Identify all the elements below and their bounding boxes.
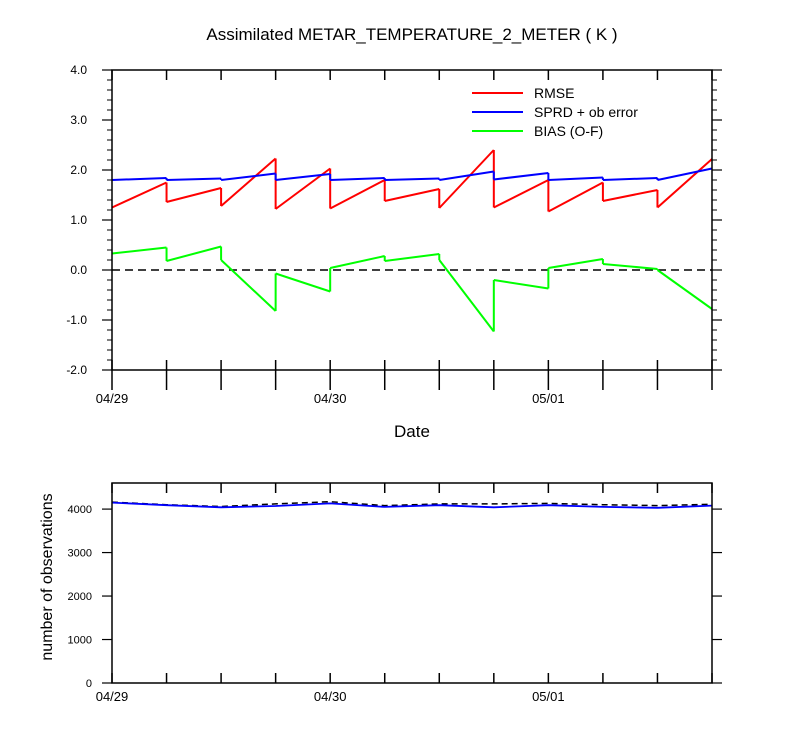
series-bias-o-f--segment-5 xyxy=(384,253,440,262)
y-tick-label: 0.0 xyxy=(70,263,87,277)
series-rmse-segment-8 xyxy=(547,181,604,213)
series-bias-o-f--segment-6 xyxy=(438,259,495,333)
series-rmse-segment-10 xyxy=(656,158,713,209)
y-tick-label: -1.0 xyxy=(66,313,87,327)
series-bias-o-f--segment-2 xyxy=(220,259,277,312)
series-rmse-segment-9 xyxy=(602,189,658,202)
obs-y-tick-label: 3000 xyxy=(68,548,92,560)
y-tick-label: 3.0 xyxy=(70,113,87,127)
series-bias-o-f--segment-4 xyxy=(329,255,385,269)
y-tick-label: 1.0 xyxy=(70,213,87,227)
x-tick-label: 04/30 xyxy=(314,391,347,406)
x-axis-label: Date xyxy=(394,422,430,441)
main-chart: Assimilated METAR_TEMPERATURE_2_METER ( … xyxy=(66,25,722,441)
series-rmse-segment-5 xyxy=(384,188,440,202)
y-axis-label: number of observations xyxy=(39,493,56,660)
series-sprd-ob-error-segment-1 xyxy=(166,177,222,181)
series-assimilated-observations xyxy=(111,501,713,509)
obs-x-tick-label: 04/29 xyxy=(96,689,129,704)
legend-label: RMSE xyxy=(534,85,574,101)
obs-y-tick-label: 0 xyxy=(86,678,92,690)
legend: RMSE SPRD + ob error BIAS (O-F) xyxy=(472,85,638,139)
chart-title: Assimilated METAR_TEMPERATURE_2_METER ( … xyxy=(206,25,617,44)
obs-x-tick-label: 05/01 xyxy=(532,689,565,704)
series-sprd-ob-error-segment-0 xyxy=(111,177,167,181)
series-rmse-segment-7 xyxy=(493,179,549,209)
series-rmse-segment-4 xyxy=(329,179,386,210)
series-rmse-segment-0 xyxy=(111,181,167,209)
legend-label: BIAS (O-F) xyxy=(534,123,603,139)
series-sprd-ob-error-segment-4 xyxy=(330,177,385,181)
series-bias-o-f--segment-3 xyxy=(275,272,331,293)
series-sprd-ob-error-segment-3 xyxy=(275,173,331,181)
series-sprd-ob-error-segment-5 xyxy=(384,177,440,181)
series-bias-o-f--segment-7 xyxy=(493,279,549,290)
y-tick-label: 2.0 xyxy=(70,163,87,177)
obs-x-tick-label: 04/30 xyxy=(314,689,347,704)
x-tick-label: 05/01 xyxy=(532,391,565,406)
observation-plot-frame xyxy=(111,482,713,684)
legend-label: SPRD + ob error xyxy=(534,104,638,120)
series-bias-o-f--segment-0 xyxy=(111,246,167,255)
series-rmse-segment-6 xyxy=(438,149,495,209)
series-bias-o-f--segment-1 xyxy=(166,245,222,262)
obs-y-tick-label: 4000 xyxy=(68,504,92,516)
series-bias-o-f--segment-8 xyxy=(548,258,604,269)
series-sprd-ob-error-segment-9 xyxy=(602,177,658,181)
obs-y-tick-label: 2000 xyxy=(68,591,92,603)
series-bias-o-f--segment-9 xyxy=(602,263,658,270)
series-sprd-ob-error-segment-6 xyxy=(439,170,494,181)
series-rmse-segment-1 xyxy=(166,187,222,203)
series-sprd-ob-error-segment-10 xyxy=(657,167,713,181)
y-tick-label: 4.0 xyxy=(70,63,87,77)
series-sprd-ob-error-segment-8 xyxy=(548,176,603,181)
observation-count-chart: 0 1000 2000 3000 4000 04/29 04/30 05/01 number … xyxy=(39,482,722,704)
series-sprd-ob-error-segment-2 xyxy=(220,172,276,181)
x-tick-label: 04/29 xyxy=(96,391,129,406)
series-rmse-segment-2 xyxy=(220,157,277,207)
series-bias-o-f--segment-10 xyxy=(656,269,713,310)
series-sprd-ob-error-segment-7 xyxy=(493,172,549,181)
obs-y-tick-label: 1000 xyxy=(68,635,92,647)
y-tick-label: -2.0 xyxy=(66,363,87,377)
